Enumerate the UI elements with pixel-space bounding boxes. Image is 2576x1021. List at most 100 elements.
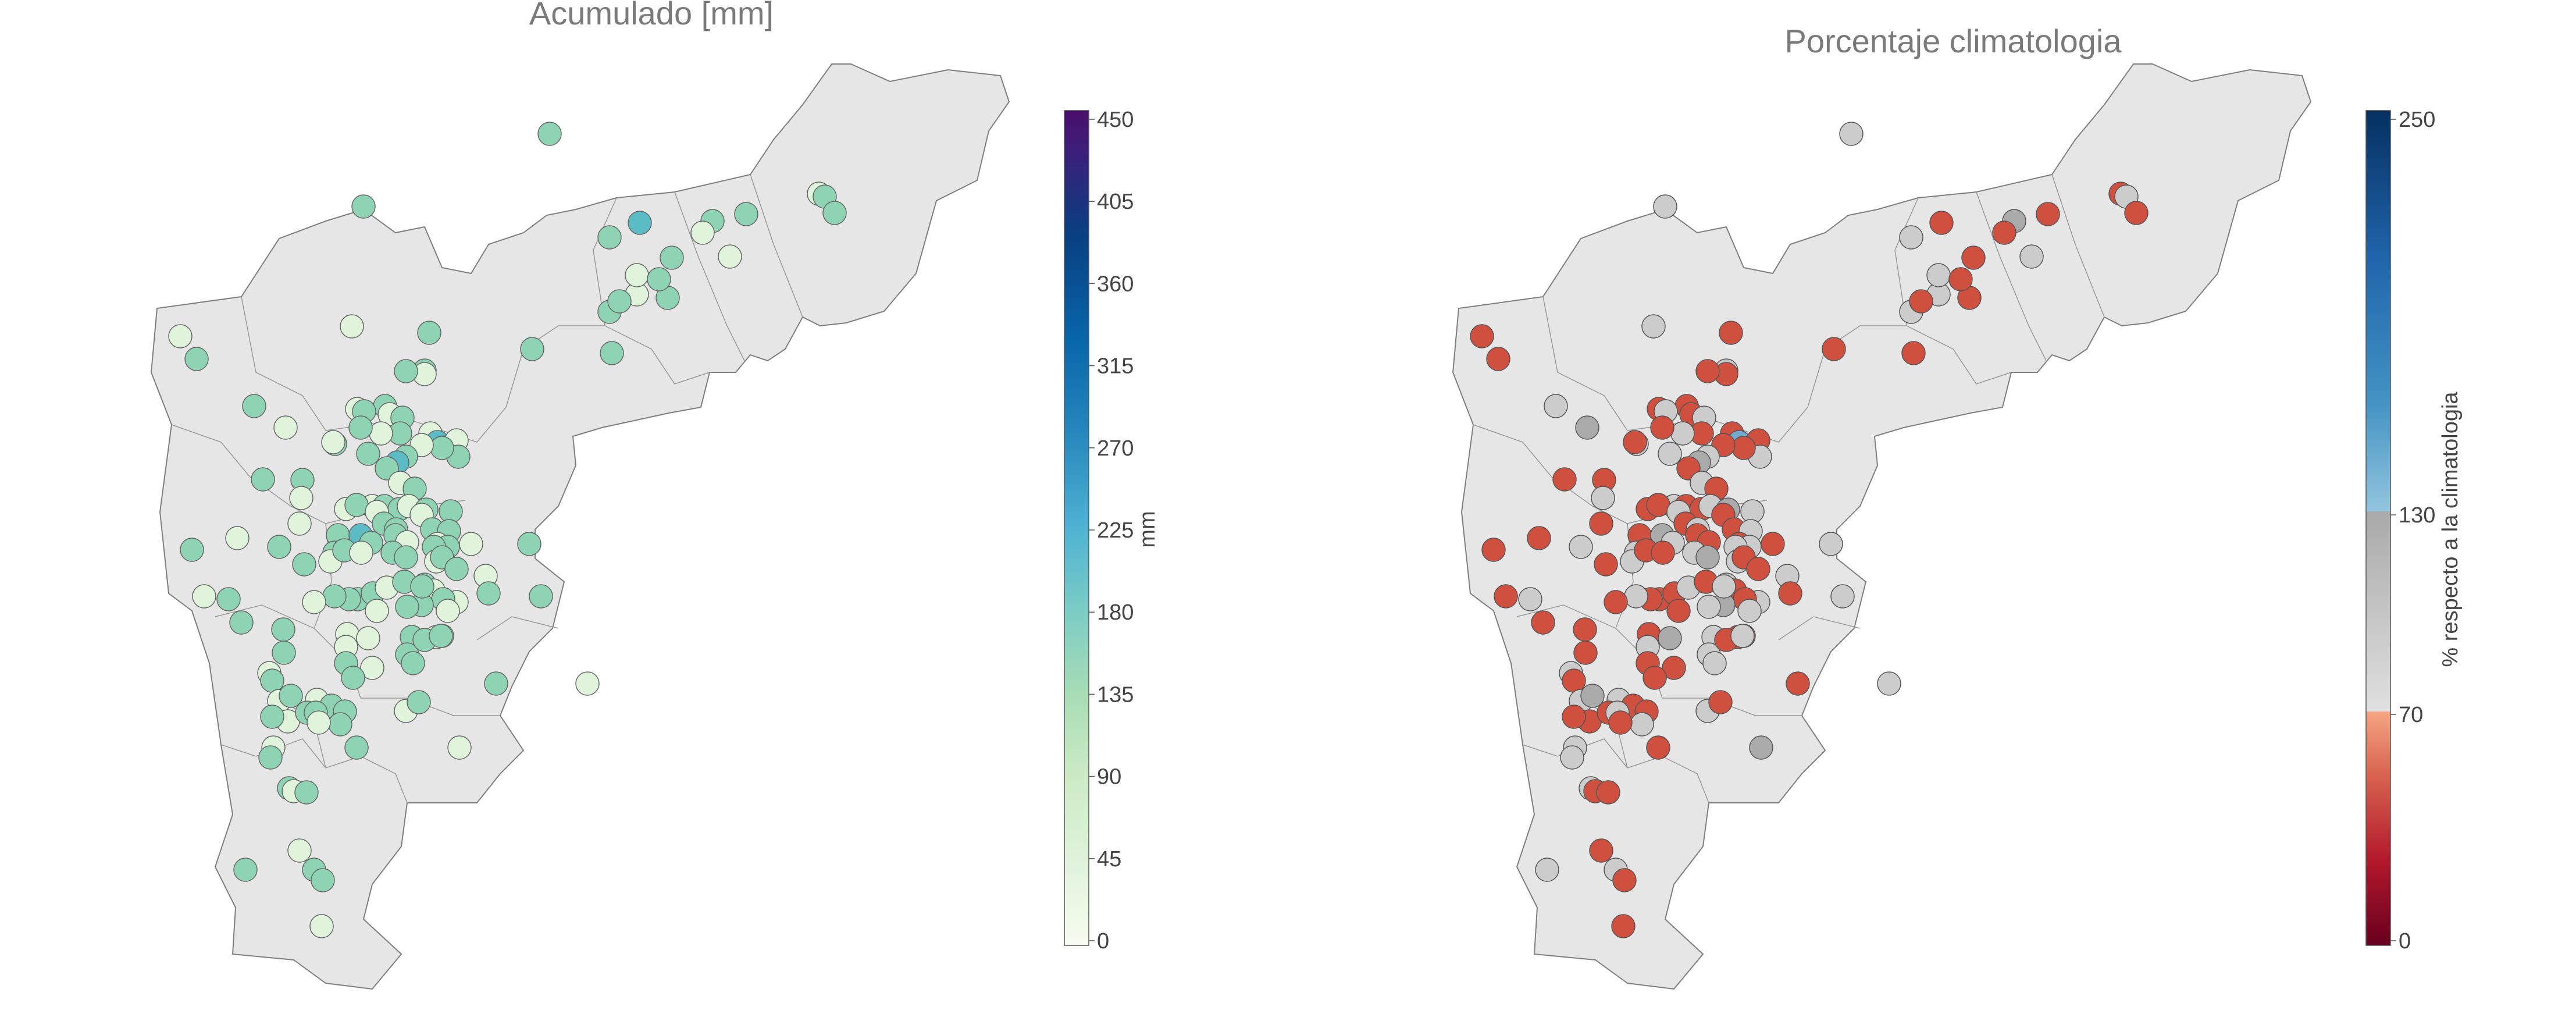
station-marker xyxy=(822,201,847,225)
map-area xyxy=(150,63,1010,990)
colorbar-tick-label: 135 xyxy=(1097,682,1134,707)
station-marker xyxy=(1761,532,1785,556)
station-marker xyxy=(1786,671,1810,696)
station-marker xyxy=(2019,244,2044,269)
colorbar-porcentaje: 250 130 70 0 % respecto a la climatologia xyxy=(2365,108,2463,954)
station-marker xyxy=(529,584,553,609)
station-marker xyxy=(356,626,380,650)
station-marker xyxy=(429,624,453,648)
region-outline xyxy=(150,63,1010,990)
station-marker xyxy=(1562,668,1586,693)
station-marker xyxy=(309,914,334,938)
colorbar-tick-label: 45 xyxy=(1097,847,1121,871)
station-marker xyxy=(600,341,624,365)
station-marker xyxy=(1594,552,1618,577)
district-borders xyxy=(171,174,803,803)
station-marker xyxy=(430,436,454,460)
station-marker xyxy=(1662,656,1686,680)
station-marker xyxy=(1695,359,1720,383)
station-marker xyxy=(292,552,316,577)
station-marker xyxy=(401,651,425,675)
station-marker xyxy=(1527,526,1551,550)
station-marker xyxy=(341,666,365,690)
station-marker xyxy=(1531,610,1555,635)
station-marker xyxy=(1778,581,1802,606)
colorbar-tick-label: 180 xyxy=(1097,600,1134,625)
colorbar-tick-label: 360 xyxy=(1097,272,1134,296)
station-marker xyxy=(1901,341,1926,365)
station-marker xyxy=(718,244,742,269)
station-marker xyxy=(1666,599,1691,623)
station-marker xyxy=(394,359,418,383)
station-marker xyxy=(271,617,295,642)
colorbar-ticks: 250 130 70 0 xyxy=(2390,108,2435,954)
station-marker xyxy=(1749,735,1773,760)
station-markers xyxy=(1470,122,2149,938)
station-marker xyxy=(351,194,376,219)
station-marker xyxy=(184,347,209,371)
colorbar-label: mm xyxy=(1135,511,1160,547)
station-marker xyxy=(1573,617,1597,642)
colorbar-label: % respecto a la climatologia xyxy=(2438,392,2463,667)
station-marker xyxy=(1552,467,1577,492)
station-marker xyxy=(1612,868,1637,892)
station-marker xyxy=(436,599,460,623)
station-marker xyxy=(307,710,331,735)
station-marker xyxy=(1737,599,1762,623)
colorbar-gradient xyxy=(1064,110,1089,946)
colorbar-tick-label: 250 xyxy=(2399,108,2435,132)
station-marker xyxy=(1929,211,1954,235)
station-marker xyxy=(1651,540,1675,565)
station-marker xyxy=(294,780,319,805)
station-marker xyxy=(1819,532,1843,556)
station-marker xyxy=(258,745,283,770)
station-marker xyxy=(1604,590,1628,614)
station-marker xyxy=(365,599,389,623)
panel-accumulado: Acumulado [mm] xyxy=(150,0,1160,990)
station-marker xyxy=(1589,511,1613,536)
colorbar-tick-label: 405 xyxy=(1097,190,1134,214)
station-marker xyxy=(1719,321,1743,345)
station-marker xyxy=(279,684,303,708)
station-marker xyxy=(625,263,649,287)
colorbar-tick-label: 450 xyxy=(1097,108,1134,132)
colorbar-tick-label: 0 xyxy=(2399,929,2411,954)
station-marker xyxy=(1731,436,1756,460)
station-marker xyxy=(1658,626,1682,650)
station-marker xyxy=(1481,538,1506,562)
colorbar-tick-label: 90 xyxy=(1097,765,1121,789)
station-marker xyxy=(242,394,266,418)
station-marker xyxy=(407,690,431,714)
station-marker xyxy=(1518,587,1542,611)
station-marker xyxy=(2124,201,2149,225)
panel-title: Porcentaje climatologia xyxy=(1785,23,2122,59)
station-marker xyxy=(251,467,275,492)
colorbar-tick-label: 225 xyxy=(1097,518,1134,543)
station-marker xyxy=(322,584,347,609)
station-marker xyxy=(349,540,373,565)
station-marker xyxy=(1494,584,1518,609)
station-marker xyxy=(1544,394,1568,418)
station-marker xyxy=(1623,430,1647,454)
station-marker xyxy=(1560,745,1584,770)
station-marker xyxy=(1535,858,1559,882)
colorbar-tick-label: 315 xyxy=(1097,354,1134,379)
station-marker xyxy=(417,321,441,345)
station-marker xyxy=(1822,337,1846,361)
station-marker xyxy=(1646,493,1670,517)
station-marker xyxy=(395,595,419,619)
station-marker xyxy=(311,868,335,892)
station-marker xyxy=(369,421,393,446)
panel-porcentaje: Porcentaje climatologia xyxy=(1452,23,2463,990)
station-marker xyxy=(1653,194,1677,219)
station-marker xyxy=(233,858,258,882)
station-marker xyxy=(328,712,352,737)
station-marker xyxy=(267,535,291,559)
station-marker xyxy=(1899,225,1923,250)
station-marker xyxy=(216,587,241,611)
station-marker xyxy=(1839,122,1864,146)
station-marker xyxy=(192,584,216,609)
colorbar-tick-label: 0 xyxy=(1097,929,1109,954)
